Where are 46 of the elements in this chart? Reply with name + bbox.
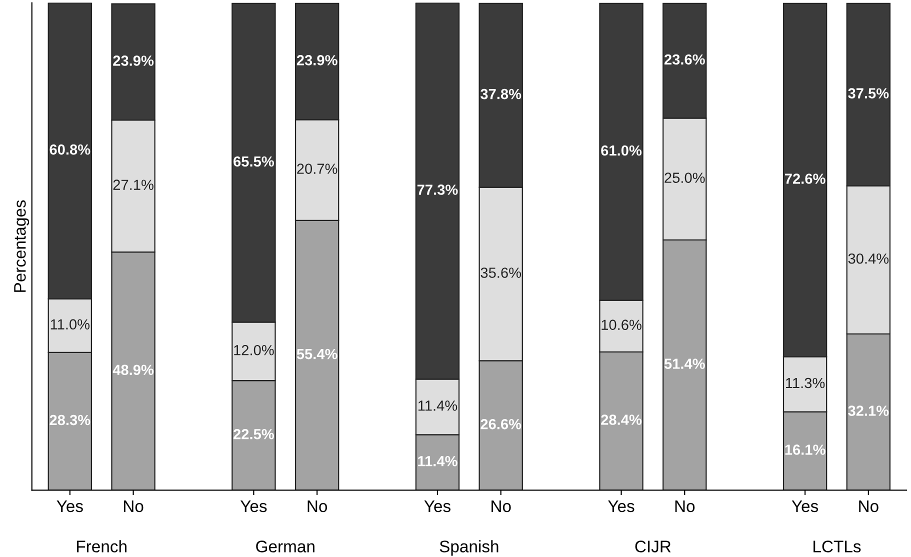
x-tick-label: No <box>124 500 144 512</box>
data-label: 37.5% <box>848 88 889 98</box>
x-tick-label: Yes <box>56 500 83 512</box>
x-tick-label: No <box>492 500 511 512</box>
text: German <box>256 540 314 552</box>
x-tick-label: No <box>308 500 328 512</box>
data-label: 55.4% <box>296 348 338 360</box>
data-label: 32.1% <box>848 406 889 416</box>
data-label: 23.6% <box>664 54 705 65</box>
text: CIJR <box>635 540 671 552</box>
data-label: 11.0% <box>50 319 90 330</box>
data-label: 30.4% <box>848 253 889 264</box>
data-label: 12.0% <box>234 344 274 356</box>
x-tick-label: Yes <box>240 500 267 512</box>
data-label: 23.9% <box>113 56 154 66</box>
data-label: 23.9% <box>296 55 338 66</box>
x-tick-label: Yes <box>424 500 450 512</box>
data-label: 61.0% <box>601 145 642 156</box>
data-label: 48.9% <box>112 364 154 376</box>
y-axis-title: Percentages <box>14 200 30 292</box>
data-label: 35.6% <box>480 268 522 278</box>
data-label: 11.4% <box>418 456 458 466</box>
data-label: 25.0% <box>664 172 705 183</box>
data-label: 72.6% <box>785 174 826 184</box>
data-label: 60.8% <box>50 144 90 155</box>
data-label: 26.6% <box>480 418 522 430</box>
x-tick-label: No <box>675 500 695 512</box>
text: Spanish <box>440 540 498 556</box>
text: French <box>77 540 126 552</box>
data-label: 11.3% <box>786 378 825 388</box>
data-label: 37.8% <box>480 88 522 100</box>
data-label: 77.3% <box>417 184 458 195</box>
data-label: 10.6% <box>602 320 642 330</box>
x-tick-label: Yes <box>608 500 634 512</box>
text: LCTLs <box>814 540 861 552</box>
data-label: 11.4% <box>418 400 458 411</box>
data-label: 22.5% <box>234 428 274 440</box>
data-label: 28.3% <box>50 414 90 426</box>
data-label: 51.4% <box>664 358 705 369</box>
data-label: 20.7% <box>297 164 338 174</box>
x-tick-label: Yes <box>792 500 818 512</box>
data-label: 28.4% <box>601 414 642 425</box>
data-label: 65.5% <box>234 156 274 167</box>
x-tick-label: No <box>859 500 878 512</box>
data-label: 27.1% <box>113 180 154 190</box>
data-label: 16.1% <box>785 444 826 455</box>
